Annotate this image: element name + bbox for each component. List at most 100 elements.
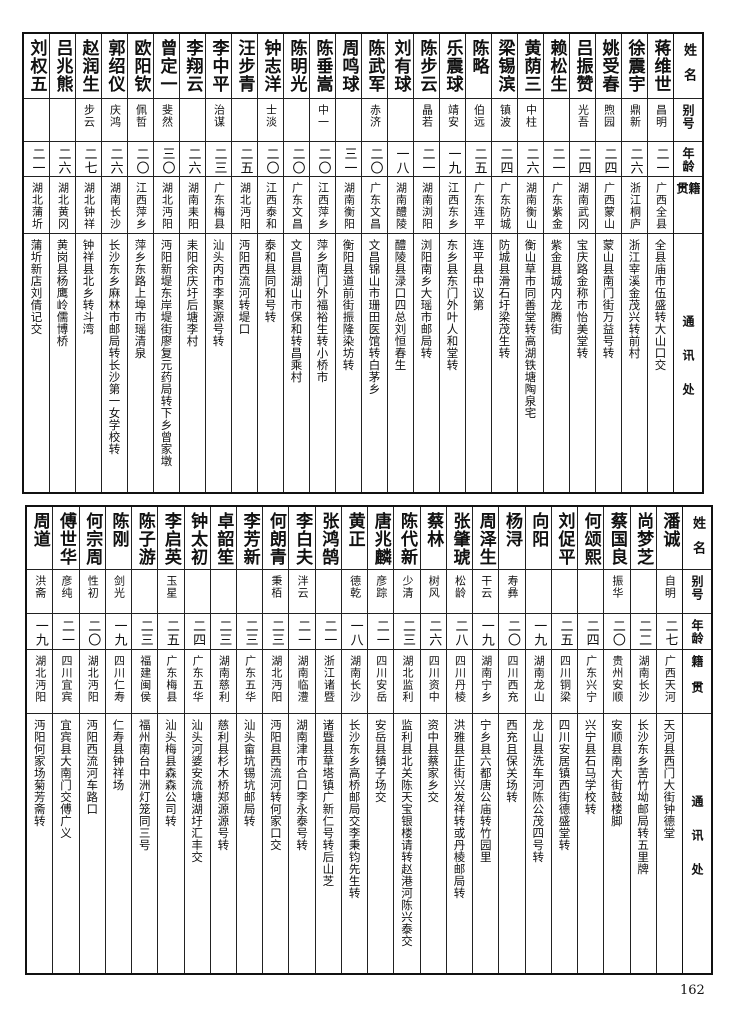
alias-cell xyxy=(180,99,205,142)
native-text: 广东梅县 xyxy=(212,182,226,230)
alias-cell xyxy=(388,99,413,142)
alias-cell: 寿彝 xyxy=(499,570,525,614)
person-column: 陈代新 少清 二三 湖北监利 监利县北关陈天宝银楼请转赵港河陈兴泰交 xyxy=(393,507,420,973)
name-cell: 李翔云 xyxy=(180,34,205,99)
name-cell: 刘权五 xyxy=(24,34,49,99)
address-text: 连平县中议第 xyxy=(471,239,486,311)
age-cell: 二〇 xyxy=(604,614,630,650)
address-text: 沔阳何家场菊芳斋转 xyxy=(32,719,47,827)
address-text: 汕头丙市李聚源号转 xyxy=(211,239,226,347)
name-cell: 陈子游 xyxy=(132,507,158,570)
person-column: 陈明光 二〇 广东文昌 文昌县湖山市保和转昌乘村 xyxy=(283,34,309,492)
alias-text: 晶若 xyxy=(420,104,434,128)
name-cell: 周鸣球 xyxy=(336,34,361,99)
age-text: 一九 xyxy=(531,619,547,647)
alias-cell xyxy=(50,99,75,142)
address-text: 衡山草市同善堂转高湖铁塘陶泉宅 xyxy=(523,239,538,419)
address-text: 萍乡南门外福裕生转小桥市 xyxy=(315,239,330,383)
age-text: 二六 xyxy=(523,147,539,175)
person-column: 傅世华 彦纯 二一 四川宜宾 宜宾县大南门交傅广义 xyxy=(52,507,79,973)
name-text: 李白夫 xyxy=(292,512,313,566)
alias-cell: 靖安 xyxy=(440,99,465,142)
native-cell: 湖南慈利 xyxy=(210,650,237,714)
native-text: 四川丹棱 xyxy=(453,655,467,703)
native-text: 湖南衡山 xyxy=(524,182,538,230)
age-text: 二〇 xyxy=(504,619,520,647)
address-cell: 黄岗县杨鹰岭儒博桥 xyxy=(50,234,75,492)
name-text: 刘有球 xyxy=(390,39,411,93)
alias-cell xyxy=(210,570,237,614)
alias-text: 斐然 xyxy=(160,104,174,128)
address-text: 资中县蔡家乡交 xyxy=(426,719,441,803)
name-cell: 李白夫 xyxy=(289,507,315,570)
name-cell: 姚受春 xyxy=(596,34,621,99)
page-number: 162 xyxy=(680,983,705,998)
age-cell: 二五 xyxy=(551,614,578,650)
name-text: 陈子游 xyxy=(134,512,155,566)
person-column: 黄正 德乾 一八 湖南长沙 长沙东乡高桥邮局交李秉钧先生转 xyxy=(340,507,368,973)
name-text: 黄荫三 xyxy=(520,39,541,93)
native-cell: 湖北黄冈 xyxy=(50,177,75,234)
person-column: 吕振赞 光吾 二四 湖南武冈 宝庆路金称市怡美堂转 xyxy=(569,34,595,492)
age-text: 二六 xyxy=(185,147,201,175)
age-text: 二一 xyxy=(373,619,389,647)
age-cell: 二一 xyxy=(315,614,341,650)
native-cell: 四川安岳 xyxy=(368,650,394,714)
age-cell: 三〇 xyxy=(154,142,179,177)
address-text: 萍乡东路上埠市瑶清泉 xyxy=(133,239,148,359)
native-cell: 广东梅县 xyxy=(158,650,184,714)
name-text: 周鸣球 xyxy=(338,39,359,93)
age-text: 二三 xyxy=(137,619,153,647)
address-cell: 监利县北关陈天宝银楼请转赵港河陈兴泰交 xyxy=(394,714,419,973)
name-text: 卓韶笙 xyxy=(213,512,234,566)
native-text: 江西东乡 xyxy=(446,182,460,230)
native-text: 广东文昌 xyxy=(290,182,304,230)
person-column: 汪步青 二五 湖北沔阳 沔阳西流河转堤口 xyxy=(231,34,257,492)
name-cell: 潘诚 xyxy=(656,507,682,570)
native-text: 湖南长沙 xyxy=(108,182,122,230)
alias-text: 治谋 xyxy=(212,104,226,128)
name-text: 赖松生 xyxy=(546,39,567,93)
alias-cell xyxy=(284,99,309,142)
name-text: 曾定一 xyxy=(156,39,177,93)
age-text: 二五 xyxy=(557,619,573,647)
address-cell: 泰和县同和号转 xyxy=(258,234,283,492)
name-text: 汪步青 xyxy=(234,39,255,93)
alias-cell: 泮云 xyxy=(289,570,315,614)
person-column: 黄荫三 中柱 二六 湖南衡山 衡山草市同善堂转高湖铁塘陶泉宅 xyxy=(517,34,543,492)
header-alias-cell: 别号 xyxy=(683,570,711,614)
person-column: 李白夫 泮云 二一 湖南临澧 湖南津市合口李永泰号转 xyxy=(288,507,315,973)
person-column: 钟太初 二四 广东五华 汕头河婆安流塘湖圩汇丰交 xyxy=(183,507,210,973)
age-text: 二五 xyxy=(471,147,487,175)
person-column: 刘有球 一八 湖南醴陵 醴陵县渌口四总刘恒春生 xyxy=(387,34,413,492)
age-cell: 二〇 xyxy=(128,142,153,177)
person-column: 李启英 玉星 二五 广东梅县 汕头梅县森森公司转 xyxy=(157,507,184,973)
person-column: 向阳 一九 湖南龙山 龙山县洗车河陈公茂四号转 xyxy=(524,507,551,973)
native-text: 广东梅县 xyxy=(164,655,178,703)
name-text: 向阳 xyxy=(528,512,549,548)
person-column: 陈子游 二三 福建闽侯 福州南台中洲灯笼同三号 xyxy=(131,507,158,973)
native-cell: 四川丹棱 xyxy=(446,650,473,714)
alias-text: 伯远 xyxy=(472,104,486,128)
alias-cell: 晶若 xyxy=(414,99,439,142)
address-cell: 蒲圻新店刘倩记交 xyxy=(24,234,49,492)
age-text: 二〇 xyxy=(609,619,625,647)
alias-cell xyxy=(578,570,604,614)
native-text: 四川安岳 xyxy=(374,655,388,703)
name-cell: 蒋维世 xyxy=(648,34,673,99)
name-cell: 杨浔 xyxy=(499,507,525,570)
person-column: 张鸿鹄 二一 浙江诸暨 诸暨县草塔镇广新仁号转后山芝 xyxy=(314,507,341,973)
age-text: 二三 xyxy=(211,147,227,175)
age-cell: 一九 xyxy=(525,614,551,650)
age-cell: 二三 xyxy=(206,142,231,177)
age-cell: 二〇 xyxy=(258,142,283,177)
native-text: 广东五华 xyxy=(191,655,205,703)
header-name-text: 姓名 xyxy=(681,43,696,93)
age-text: 二一 xyxy=(295,619,311,647)
name-cell: 吕兆熊 xyxy=(50,34,75,99)
address-cell: 资中县蔡家乡交 xyxy=(421,714,446,973)
age-cell: 二一 xyxy=(368,614,394,650)
header-alias-text: 别号 xyxy=(681,104,695,130)
native-cell: 广东文昌 xyxy=(284,177,309,234)
address-text: 西充且保关场转 xyxy=(504,719,519,803)
